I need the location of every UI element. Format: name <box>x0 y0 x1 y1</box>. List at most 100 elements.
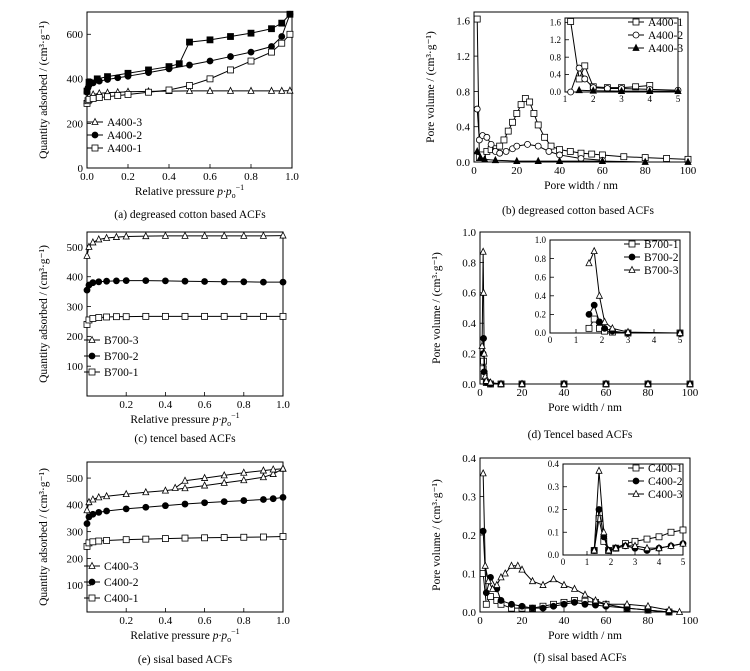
x-tick-label: 0 <box>471 165 477 177</box>
inset-y-tick-label: 1.0 <box>535 235 547 245</box>
data-point <box>103 537 110 544</box>
data-point <box>259 496 267 503</box>
data-point <box>122 536 130 544</box>
data-point <box>89 495 97 503</box>
data-point <box>95 278 103 286</box>
panel-caption: (c) tencel based ACFs <box>134 433 236 445</box>
data-point <box>549 574 558 583</box>
data-point <box>286 30 294 38</box>
data-point <box>206 57 214 65</box>
data-point <box>103 277 110 285</box>
legend-marker <box>88 561 96 569</box>
inset-data-point <box>621 541 630 549</box>
data-point <box>602 379 610 387</box>
data-point <box>269 465 277 473</box>
inset-y-tick-label: 0.1 <box>548 527 559 537</box>
data-point <box>480 368 488 376</box>
data-point <box>518 602 526 610</box>
x-tick-label: 0.4 <box>159 399 173 411</box>
y-tick-label: 400 <box>67 74 84 86</box>
legend-label: B700-3 <box>644 265 679 277</box>
inset-y-tick-label: 0.0 <box>535 328 547 338</box>
data-point <box>560 580 568 588</box>
legend-marker <box>88 368 96 376</box>
data-point <box>247 86 255 94</box>
legend: C400-3 C400-2 C400-1 <box>84 561 139 605</box>
inset-x-tick-label: 5 <box>676 94 681 104</box>
data-point <box>85 242 93 250</box>
y-tick-label: 1.2 <box>456 51 470 63</box>
inset-x-tick-label: 2 <box>609 557 614 567</box>
data-point <box>83 251 91 259</box>
data-point <box>521 95 529 102</box>
data-point <box>481 154 489 163</box>
inset-y-tick-label: 0.6 <box>535 272 547 282</box>
y-axis-label: Pore volume / (cm³·g⁻¹) <box>425 31 437 143</box>
data-point <box>83 505 91 514</box>
data-point <box>566 148 574 155</box>
inset-data-point <box>604 546 613 554</box>
legend-label: A400-1 <box>648 17 683 29</box>
inset-chart: 0 1 2 3 4 5 0.0 0.1 0.2 0.3 0.4 <box>548 459 687 567</box>
data-point <box>161 231 170 239</box>
data-point <box>165 86 173 94</box>
inset-data-point <box>585 310 593 318</box>
data-point <box>181 534 189 542</box>
data-point <box>142 487 150 496</box>
inset-data-point <box>646 86 654 95</box>
data-point <box>161 277 169 285</box>
panel-caption: (e) sisal based ACFs <box>138 654 233 666</box>
inset-x-tick-label: 5 <box>678 335 683 345</box>
data-point <box>684 157 692 165</box>
inset-x-tick-label: 5 <box>681 557 686 567</box>
data-point <box>247 29 255 37</box>
inset-data-point <box>655 533 663 541</box>
x-tick-label: 1.0 <box>276 615 290 627</box>
data-point <box>201 499 209 507</box>
y-tick-label: 500 <box>67 473 84 485</box>
data-point <box>473 15 481 23</box>
x-tick-label: 60 <box>601 615 613 627</box>
data-point <box>279 493 287 501</box>
data-point <box>663 155 670 162</box>
data-point <box>509 118 516 126</box>
data-point <box>508 600 515 608</box>
data-point <box>95 492 103 501</box>
y-tick-label: 0.2 <box>462 348 476 360</box>
series-line <box>482 338 690 385</box>
data-point <box>95 314 103 321</box>
data-point <box>486 378 495 386</box>
data-point <box>259 278 267 286</box>
data-point <box>206 75 214 83</box>
data-point <box>501 569 509 577</box>
data-point <box>560 600 568 608</box>
data-point <box>145 88 152 96</box>
data-point <box>555 156 564 165</box>
data-point <box>598 156 607 165</box>
legend-marker <box>632 31 640 39</box>
data-point <box>83 87 91 95</box>
data-point <box>200 473 209 481</box>
data-point <box>181 277 189 285</box>
panel-caption: (b) degreased cotton based ACFs <box>502 205 655 217</box>
data-point <box>247 57 255 65</box>
x-tick-label: 100 <box>682 387 699 399</box>
data-point <box>476 153 485 161</box>
x-tick-label: 0.4 <box>159 615 173 627</box>
x-tick-label: 1.0 <box>276 399 290 411</box>
legend-label: A400-3 <box>648 43 683 55</box>
y-tick-label: 0.1 <box>462 568 476 580</box>
data-point <box>240 533 248 541</box>
data-point <box>122 232 130 240</box>
y-tick-label: 0.4 <box>462 453 476 465</box>
legend-marker <box>88 352 96 360</box>
x-tick-label: 40 <box>559 615 571 627</box>
data-point <box>644 601 652 610</box>
data-point <box>479 288 488 296</box>
data-point <box>268 43 275 50</box>
data-point <box>279 464 287 472</box>
data-point <box>122 313 130 321</box>
inset-x-tick-label: 3 <box>619 94 624 104</box>
